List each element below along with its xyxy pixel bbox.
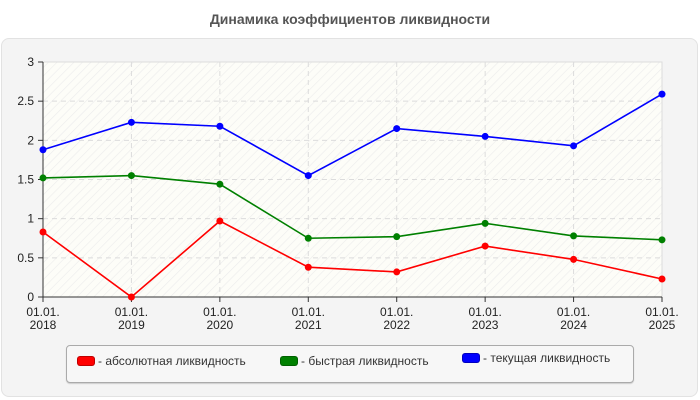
legend: - абсолютная ликвидность - быстрая ликви…: [66, 345, 634, 383]
svg-text:1: 1: [27, 212, 34, 226]
legend-label: - текущая ликвидность: [483, 351, 611, 365]
svg-text:01.01.: 01.01.: [380, 305, 413, 319]
legend-swatch-red: [77, 356, 95, 366]
svg-text:2024: 2024: [560, 318, 587, 332]
svg-text:01.01.: 01.01.: [645, 305, 678, 319]
legend-item-absolute[interactable]: - абсолютная ликвидность: [77, 354, 246, 368]
legend-swatch-green: [280, 356, 298, 366]
svg-text:2025: 2025: [649, 318, 676, 332]
svg-text:3: 3: [27, 55, 34, 69]
svg-text:1.5: 1.5: [17, 173, 34, 187]
svg-text:01.01.: 01.01.: [557, 305, 590, 319]
svg-text:2021: 2021: [295, 318, 322, 332]
svg-text:2018: 2018: [30, 318, 57, 332]
legend-item-current[interactable]: - текущая ликвидность: [462, 351, 610, 365]
svg-text:01.01.: 01.01.: [468, 305, 501, 319]
chart-title: Динамика коэффициентов ликвидности: [209, 11, 491, 27]
svg-text:2020: 2020: [207, 318, 234, 332]
svg-text:2019: 2019: [118, 318, 145, 332]
svg-text:01.01.: 01.01.: [26, 305, 59, 319]
svg-text:01.01.: 01.01.: [115, 305, 148, 319]
legend-item-quick[interactable]: - быстрая ликвидность: [280, 354, 429, 368]
svg-text:0.5: 0.5: [17, 251, 34, 265]
svg-text:01.01.: 01.01.: [203, 305, 236, 319]
series-lines: [39, 90, 666, 301]
svg-text:0: 0: [27, 290, 34, 304]
svg-text:2: 2: [27, 133, 34, 147]
svg-text:2.5: 2.5: [17, 94, 34, 108]
axes: 00.511.522.5301.01.201801.01.201901.01.2…: [17, 55, 678, 332]
svg-text:01.01.: 01.01.: [292, 305, 325, 319]
svg-text:2022: 2022: [383, 318, 410, 332]
legend-swatch-blue: [462, 353, 480, 363]
legend-label: - абсолютная ликвидность: [98, 354, 246, 368]
svg-text:2023: 2023: [472, 318, 499, 332]
legend-label: - быстрая ликвидность: [301, 354, 429, 368]
